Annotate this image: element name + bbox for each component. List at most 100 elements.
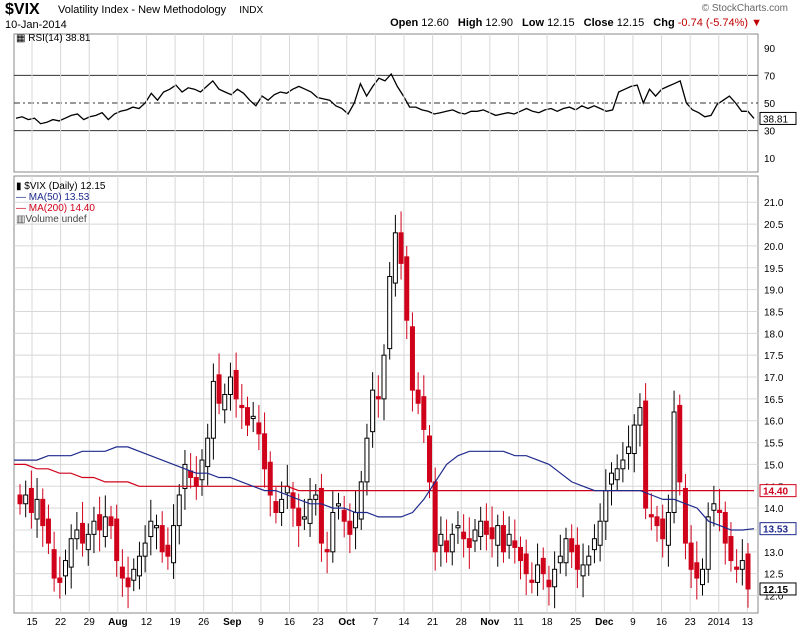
candle-body — [273, 501, 279, 513]
x-tick-label: 9 — [630, 617, 636, 628]
price-tick-label: 19.0 — [764, 286, 784, 297]
price-legend-main-text: $VIX (Daily) 12.15 — [24, 181, 106, 192]
x-tick-label: 26 — [198, 617, 210, 628]
candle-body — [256, 422, 262, 435]
price-legend-main: ▮ $VIX (Daily) 12.15 — [16, 181, 105, 192]
candle-body — [245, 407, 250, 426]
rsi-legend-icon: ▦ — [16, 33, 26, 44]
candle-body — [415, 389, 421, 404]
x-tick-label: 13 — [742, 617, 754, 628]
candle-body — [392, 232, 398, 284]
candle-body — [597, 520, 603, 546]
x-tick-label: 28 — [456, 617, 468, 628]
candle-body — [63, 560, 68, 577]
price-legend: ▮ $VIX (Daily) 12.15 — MA(50) 13.53 — MA… — [16, 181, 105, 225]
candle-body — [318, 487, 324, 544]
x-tick-label: 25 — [570, 617, 582, 628]
candle-body — [193, 477, 199, 487]
candle-body — [91, 520, 97, 535]
candle-body — [711, 503, 717, 511]
candle-body — [222, 394, 228, 411]
candle-body — [57, 577, 63, 583]
ma50-legend: — MA(50) 13.53 — [16, 192, 90, 203]
price-tick-label: 18.0 — [764, 329, 784, 340]
candle-body — [176, 494, 182, 527]
candle-body — [603, 490, 609, 522]
candle-body — [483, 520, 489, 535]
candle-body — [182, 463, 188, 489]
candle-body — [444, 540, 450, 553]
candle-body — [614, 468, 620, 481]
candle-body — [398, 232, 404, 264]
candle-body — [535, 564, 541, 583]
candle-body — [131, 568, 137, 581]
candle-body — [216, 374, 222, 404]
price-tick-label: 17.5 — [764, 351, 784, 362]
candle-body — [51, 549, 57, 579]
candle-body — [427, 435, 432, 483]
high-label: High — [457, 17, 483, 29]
candle-body — [364, 437, 370, 483]
candle-body — [489, 527, 495, 540]
candle-body — [449, 533, 455, 553]
price-tick-label: 15.0 — [764, 460, 784, 471]
candle-body — [23, 494, 29, 505]
candle-body — [580, 564, 586, 577]
candle-body — [125, 577, 131, 588]
candle-body — [717, 509, 723, 513]
candle-body — [591, 538, 597, 551]
candle-body — [68, 538, 74, 568]
candle-body — [620, 459, 626, 470]
candle-body — [262, 433, 268, 470]
ma200-legend-text: MA(200) 14.40 — [28, 203, 95, 214]
down-arrow-icon: ▼ — [751, 17, 762, 29]
candle-body — [142, 542, 148, 557]
rsi-last-value-label: 38.81 — [763, 114, 788, 125]
ma50-legend-text: MA(50) 13.53 — [28, 192, 90, 203]
candle-body — [347, 520, 353, 535]
open-label: Open — [390, 17, 419, 29]
volume-legend-text: Volume undef — [25, 214, 87, 225]
candle-body — [17, 494, 23, 505]
symbol-name: Volatility Index - New Methodology — [58, 4, 227, 16]
candle-body — [205, 437, 211, 468]
candle-body — [404, 256, 410, 321]
candle-body — [461, 531, 467, 540]
x-tick-label: 23 — [685, 617, 697, 628]
candle-body — [387, 276, 393, 350]
candle-body — [97, 514, 103, 531]
candle-body — [643, 400, 649, 509]
candle-body — [267, 461, 273, 496]
candle-body — [671, 411, 677, 513]
candle-body — [665, 511, 671, 546]
chg-value: -0.74 (-5.74%) — [677, 17, 749, 29]
candle-body — [199, 459, 205, 481]
volume-legend-icon: ▥ — [16, 214, 26, 225]
x-tick-label: 29 — [84, 617, 96, 628]
open-value: 12.60 — [421, 17, 449, 29]
price-tick-label: 20.0 — [764, 242, 784, 253]
x-tick-label: Aug — [108, 617, 127, 628]
candle-body — [119, 566, 125, 579]
price-tick-label: 18.5 — [764, 307, 784, 318]
candle-body — [586, 555, 592, 566]
rsi-tick-label: 30 — [764, 127, 776, 138]
rsi-legend-text: RSI(14) 38.81 — [28, 33, 91, 44]
price-tick-label: 12.0 — [764, 592, 784, 603]
candle-body — [301, 516, 307, 520]
price-tick-label: 17.0 — [764, 373, 784, 384]
candle-body — [694, 562, 700, 579]
candle-body — [114, 518, 120, 562]
x-tick-label: 11 — [513, 617, 524, 628]
price-tick-label: 20.5 — [764, 220, 784, 231]
candle-body — [563, 538, 569, 564]
x-tick-label: 22 — [55, 617, 67, 628]
rsi-legend: ▦ RSI(14) 38.81 — [16, 33, 91, 44]
rsi-line — [15, 72, 755, 125]
candle-body — [381, 354, 387, 400]
ma200-value-tag — [759, 484, 797, 498]
candle-body — [677, 404, 683, 483]
candle-body — [432, 481, 438, 553]
x-tick-label: Oct — [338, 617, 355, 628]
candle-body — [654, 516, 660, 527]
